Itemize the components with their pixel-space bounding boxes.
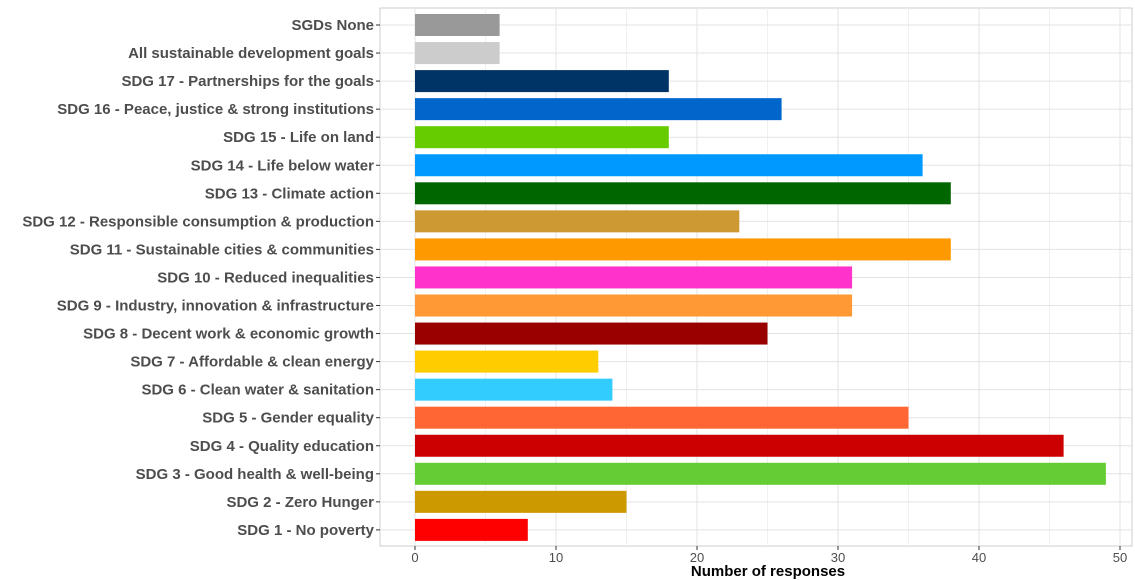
bar xyxy=(415,182,951,205)
bar xyxy=(415,126,669,149)
category-label: SDG 10 - Reduced inequalities xyxy=(157,269,374,286)
x-axis-title: Number of responses xyxy=(691,563,845,580)
category-label: SDG 14 - Life below water xyxy=(191,157,375,174)
category-label: SDG 6 - Clean water & sanitation xyxy=(141,382,374,399)
category-label: SDG 15 - Life on land xyxy=(223,129,374,146)
bar xyxy=(415,406,909,429)
bar xyxy=(415,378,613,401)
category-labels: SGDs None All sustainable development goa… xyxy=(22,17,380,539)
category-label: SDG 12 - Responsible consumption & produ… xyxy=(22,213,374,230)
category-label: SDG 2 - Zero Hunger xyxy=(226,494,374,511)
x-tick-label: 40 xyxy=(972,550,986,565)
bar xyxy=(415,322,768,345)
category-label: SDG 16 - Peace, justice & strong institu… xyxy=(57,101,374,118)
bar xyxy=(415,434,1064,457)
bar xyxy=(415,70,669,93)
category-label: SDG 7 - Affordable & clean energy xyxy=(130,354,374,371)
bar xyxy=(415,238,951,261)
category-label: SDG 9 - Industry, innovation & infrastru… xyxy=(57,298,374,315)
x-tick-label: 10 xyxy=(549,550,563,565)
bar xyxy=(415,154,923,177)
bars xyxy=(415,14,1106,541)
bar xyxy=(415,490,627,513)
bar xyxy=(415,210,740,233)
category-label: SDG 11 - Sustainable cities & communitie… xyxy=(70,241,374,258)
category-label: SDG 5 - Gender equality xyxy=(202,410,374,427)
category-label: SDG 4 - Quality education xyxy=(190,438,374,455)
bar xyxy=(415,518,528,541)
x-tick-label: 30 xyxy=(831,550,845,565)
category-label: All sustainable development goals xyxy=(128,45,374,62)
category-label: SGDs None xyxy=(291,17,374,34)
x-tick-label: 50 xyxy=(1113,550,1127,565)
bar xyxy=(415,14,500,36)
category-label: SDG 3 - Good health & well-being xyxy=(136,466,374,483)
bar xyxy=(415,294,853,317)
bar xyxy=(415,462,1106,485)
x-axis-ticks: 0 10 20 30 40 50 xyxy=(411,546,1127,565)
x-tick-label: 20 xyxy=(690,550,704,565)
bar xyxy=(415,350,599,373)
category-label: SDG 13 - Climate action xyxy=(205,185,374,202)
bar xyxy=(415,98,782,121)
bar xyxy=(415,42,500,65)
bar xyxy=(415,266,853,289)
category-label: SDG 1 - No poverty xyxy=(237,522,374,539)
category-label: SDG 17 - Partnerships for the goals xyxy=(121,73,374,90)
x-tick-label: 0 xyxy=(411,550,418,565)
category-label: SDG 8 - Decent work & economic growth xyxy=(83,326,374,343)
